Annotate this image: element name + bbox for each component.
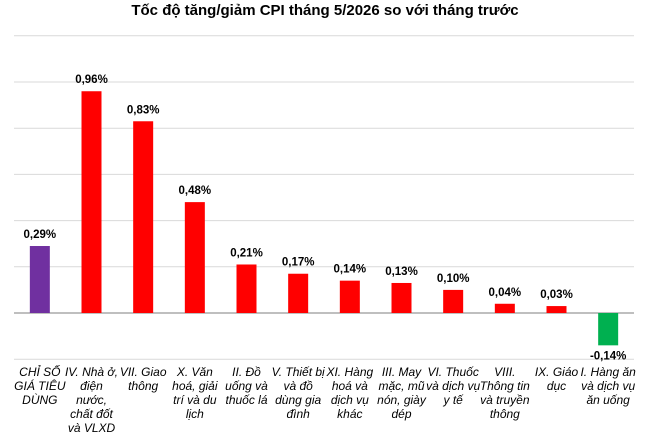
bar bbox=[133, 121, 154, 314]
data-label: 0,10% bbox=[437, 273, 470, 285]
bar bbox=[443, 289, 464, 313]
data-label: 0,96% bbox=[75, 74, 108, 86]
category-label: V. Thiết bị và đồ dùng gia đình bbox=[271, 365, 325, 421]
category-label: VI. Thuốc và dịch vụ y tế bbox=[426, 365, 481, 407]
data-label: 0,14% bbox=[334, 264, 367, 276]
bar bbox=[29, 246, 50, 313]
bar bbox=[598, 313, 619, 346]
data-label: 0,03% bbox=[540, 289, 573, 301]
category-label: CHỈ SỐ GIÁ TIÊU DÙNG bbox=[14, 365, 66, 407]
data-label: 0,21% bbox=[230, 247, 263, 259]
data-label: 0,48% bbox=[179, 185, 212, 197]
category-label: IV. Nhà ở, điện nước, chất đốt và VLXD bbox=[64, 365, 119, 433]
category-label: II. Đồ uống và thuốc lá bbox=[225, 365, 268, 407]
chart-title: Tốc độ tăng/giảm CPI tháng 5/2026 so với… bbox=[131, 2, 519, 19]
bar bbox=[236, 264, 257, 313]
category-label: I. Hàng ăn và dịch vụ ăn uống bbox=[580, 365, 636, 407]
category-label: X. Văn hoá, giải trí và du lịch bbox=[172, 365, 218, 421]
category-label: VII. Giao thông bbox=[119, 365, 167, 393]
data-label: 0,83% bbox=[127, 104, 160, 116]
bar bbox=[546, 306, 567, 313]
data-label: 0,17% bbox=[282, 257, 315, 269]
bar bbox=[391, 282, 412, 313]
category-label: XI. Hàng hoá và dịch vụ khác bbox=[326, 365, 374, 421]
data-label: 0,13% bbox=[385, 266, 418, 278]
category-label: IX. Giáo dục bbox=[534, 365, 579, 393]
bar bbox=[494, 303, 515, 313]
bar bbox=[81, 91, 102, 314]
category-label: III. May mặc, mũ nón, giày dép bbox=[377, 365, 426, 421]
bar bbox=[288, 273, 309, 313]
bar bbox=[339, 280, 360, 313]
data-label: 0,04% bbox=[489, 287, 522, 299]
data-label: -0,14% bbox=[590, 350, 626, 362]
data-label: 0,29% bbox=[24, 229, 57, 241]
category-label: VIII. Thông tin và truyền thông bbox=[479, 365, 530, 421]
bar bbox=[184, 202, 205, 313]
